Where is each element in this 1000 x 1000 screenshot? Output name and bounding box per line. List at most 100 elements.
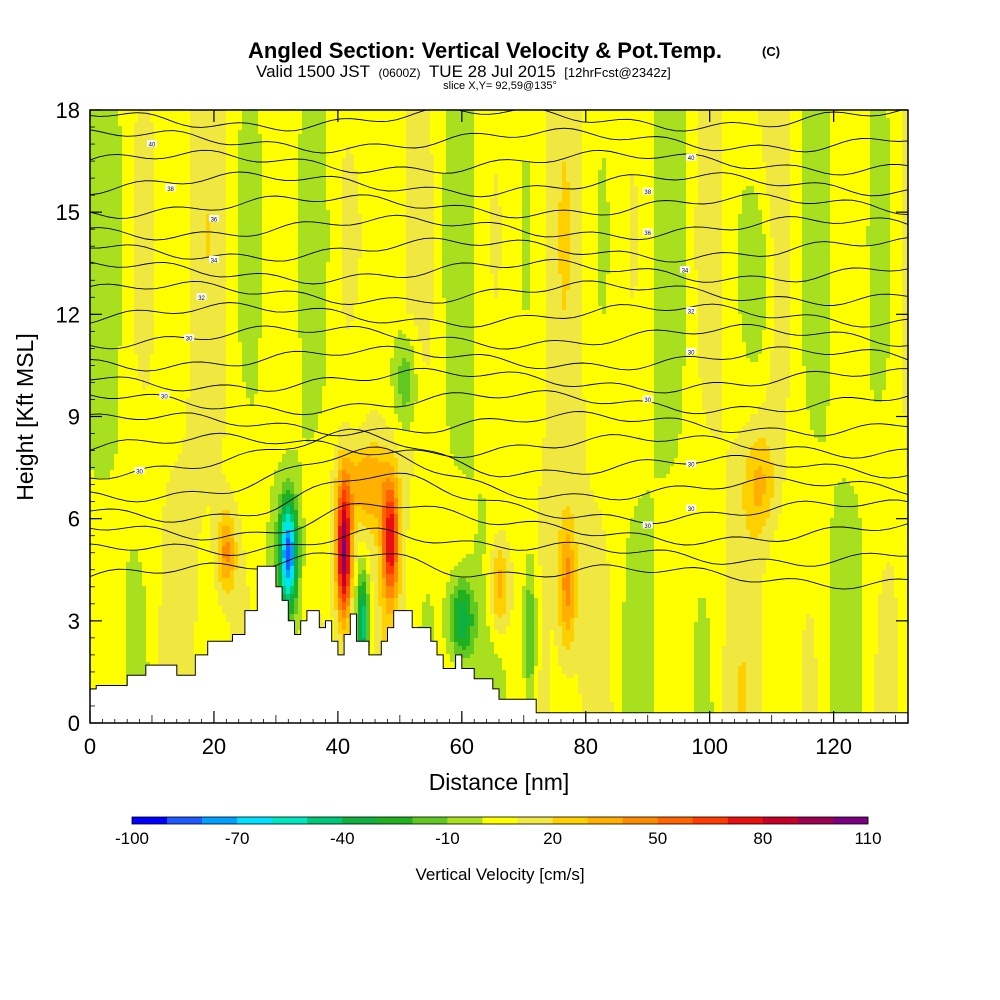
theta-contour-line xyxy=(90,302,908,328)
y-tick-label: 0 xyxy=(68,711,80,736)
y-tick-label: 9 xyxy=(68,405,80,430)
theta-contour-line xyxy=(90,214,908,241)
x-tick-label: 60 xyxy=(450,734,474,759)
colorbar-swatch xyxy=(552,817,588,824)
pot-temp-contours: 30 30 30 32 34 36 38 40 40 38 36 34 32 30 30 30 30 30 xyxy=(90,110,908,590)
x-tick-label: 40 xyxy=(326,734,350,759)
contour-label-box xyxy=(642,521,653,529)
colorbar-swatch xyxy=(202,817,238,824)
colorbar-swatch xyxy=(832,817,869,824)
theta-contour-line xyxy=(90,193,908,219)
colorbar-swatch xyxy=(622,817,659,824)
colorbar-swatch xyxy=(797,817,834,824)
colorbar-tick-label: -10 xyxy=(435,829,460,848)
theta-contour-line xyxy=(90,472,908,524)
colorbar-tick-label: 80 xyxy=(753,829,772,848)
contour-label: 30 xyxy=(644,398,651,404)
contour-label: 40 xyxy=(688,156,695,162)
theta-contour-line xyxy=(90,411,908,437)
contour-label: 34 xyxy=(682,269,689,275)
colorbar-swatch xyxy=(342,817,378,824)
colorbar-swatch xyxy=(412,817,448,824)
theta-contour-line xyxy=(90,127,908,154)
contour-label: 30 xyxy=(644,524,651,530)
theta-contour-line xyxy=(90,237,908,263)
x-tick-label: 0 xyxy=(84,734,96,759)
y-tick-label: 18 xyxy=(56,98,80,123)
x-tick-label: 80 xyxy=(574,734,598,759)
colorbar: -100 -70 -40 -10 20 50 80 110 xyxy=(115,816,882,848)
colorbar-swatch xyxy=(167,817,203,824)
contour-label: 30 xyxy=(688,507,695,513)
contour-label: 30 xyxy=(688,350,695,356)
contour-label-box xyxy=(165,184,176,192)
x-tick-label: 100 xyxy=(691,734,728,759)
subtitle-date: TUE 28 Jul 2015 xyxy=(429,62,556,81)
contour-label: 38 xyxy=(167,187,174,193)
y-tick-label: 6 xyxy=(68,507,80,532)
colorbar-swatch xyxy=(517,817,553,824)
colorbar-swatch xyxy=(727,817,764,824)
colorbar-frame xyxy=(131,816,869,825)
contour-label: 30 xyxy=(186,337,193,343)
contour-label-box xyxy=(196,293,207,301)
contour-label: 34 xyxy=(211,258,218,264)
contour-label: 32 xyxy=(198,296,205,302)
x-tick-label: 20 xyxy=(202,734,226,759)
contour-label-box xyxy=(642,187,653,195)
contour-label: 38 xyxy=(644,190,651,196)
contour-label-box xyxy=(208,214,219,222)
subtitle-forecast: [12hrFcst@2342z] xyxy=(564,65,670,80)
theta-contour-line xyxy=(90,446,908,503)
contour-label-box xyxy=(686,504,697,512)
x-axis-label: Distance [nm] xyxy=(429,769,570,795)
contour-label: 30 xyxy=(688,463,695,469)
colorbar-swatch xyxy=(237,817,273,824)
contour-label-box xyxy=(679,266,690,274)
theta-contour-line xyxy=(90,367,908,394)
contour-label-box xyxy=(686,306,697,314)
contour-label-box xyxy=(134,466,145,474)
x-tick-label: 120 xyxy=(815,734,852,759)
contour-label-box xyxy=(686,153,697,161)
subtitle-valid: Valid 1500 JST xyxy=(256,62,370,81)
theta-contour-line xyxy=(90,149,908,176)
colorbar-tick-label: -40 xyxy=(330,829,355,848)
theta-contour-line xyxy=(90,280,908,306)
theta-contour-line xyxy=(90,503,908,546)
contour-label-box xyxy=(642,228,653,236)
theta-contour-line xyxy=(90,432,908,459)
colorbar-tick-label: 110 xyxy=(854,829,881,848)
theta-contour-line xyxy=(90,390,908,416)
y-axis-label: Height [Kft MSL] xyxy=(12,333,38,500)
slice-label: slice X,Y= 92,59@135° xyxy=(443,80,557,92)
theta-contour-line xyxy=(90,527,908,567)
contour-label: 36 xyxy=(644,231,651,237)
contour-label-box xyxy=(208,255,219,263)
colorbar-label: Vertical Velocity [cm/s] xyxy=(415,865,584,884)
contour-label: 32 xyxy=(688,309,695,315)
chart-title: Angled Section: Vertical Velocity & Pot.… xyxy=(248,38,722,63)
theta-contour-line xyxy=(90,345,908,372)
theta-contour-line xyxy=(90,323,908,350)
contour-label-box xyxy=(184,334,195,342)
colorbar-tick-label: -70 xyxy=(225,829,250,848)
theta-contour-line xyxy=(90,258,908,285)
vertical-velocity-field xyxy=(90,110,908,723)
theta-contour-line xyxy=(90,171,908,198)
colorbar-swatch xyxy=(587,817,623,824)
colorbar-tick-label: 20 xyxy=(543,829,562,848)
contour-label: 30 xyxy=(136,469,143,475)
colorbar-swatch xyxy=(447,817,483,824)
chart-title-suffix: (C) xyxy=(762,44,780,59)
theta-contour-line xyxy=(90,552,908,590)
contour-label-box xyxy=(642,395,653,403)
contour-label: 40 xyxy=(149,143,156,149)
y-tick-label: 3 xyxy=(68,609,80,634)
subtitle-utc: (0600Z) xyxy=(378,66,420,80)
colorbar-swatch xyxy=(132,817,168,824)
chart-subtitle: Valid 1500 JST (0600Z) TUE 28 Jul 2015 [… xyxy=(256,62,671,81)
x-axis: 0 20 40 60 80 100 120 xyxy=(84,110,909,759)
